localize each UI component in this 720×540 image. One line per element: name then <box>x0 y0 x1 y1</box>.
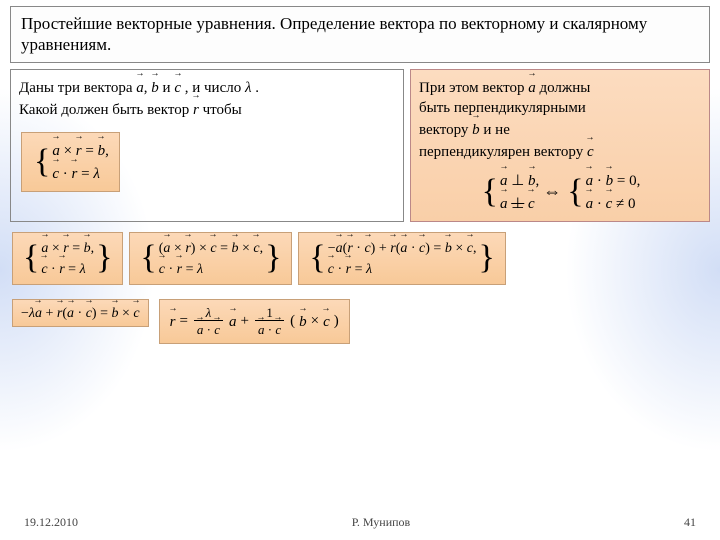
v: a <box>258 321 265 337</box>
lambda: λ <box>245 80 252 96</box>
v: r <box>59 258 64 280</box>
text: вектору <box>419 122 472 138</box>
brace: } <box>265 241 281 275</box>
text: Какой должен быть вектор <box>19 102 193 118</box>
text: должны <box>539 80 590 96</box>
title-box: Простейшие векторные уравнения. Определе… <box>10 6 710 63</box>
brace: } <box>96 241 112 275</box>
v: c <box>133 304 139 322</box>
neq: ≠ <box>616 196 624 212</box>
v: c <box>606 192 613 215</box>
vector-b: b <box>472 118 480 140</box>
v: c <box>52 162 59 185</box>
lam: λ <box>80 262 86 277</box>
problem-statement-box: Даны три вектора a, b и c , и число λ . … <box>10 69 404 222</box>
vector-a: a <box>136 76 144 98</box>
v: a <box>197 321 204 337</box>
text: быть перпендикулярными <box>419 100 586 116</box>
v: c <box>328 258 334 280</box>
v: a <box>400 237 407 259</box>
v: b <box>111 304 118 322</box>
v: r <box>346 258 351 280</box>
v: r <box>57 304 62 322</box>
v: b <box>84 237 91 259</box>
system-2: { (a × r) × c = b × c, c · r = λ } <box>129 232 292 285</box>
lam: λ <box>366 262 372 277</box>
lam: λ <box>197 262 203 277</box>
v: c <box>364 237 370 259</box>
text: Даны три вектора <box>19 80 136 96</box>
two-column-region: Даны три вектора a, b и c , и число λ . … <box>10 69 710 222</box>
v: a <box>229 312 237 331</box>
brace: { <box>309 241 325 275</box>
equation-4: −λa + r(a · c) = b × c <box>12 299 149 327</box>
title-text: Простейшие векторные уравнения. Определе… <box>21 14 647 54</box>
lam: λ <box>93 166 100 182</box>
op: · <box>597 173 602 189</box>
slide-footer: 19.12.2010 Р. Мунипов 41 <box>0 515 720 530</box>
condition-box: При этом вектор a должны быть перпендику… <box>410 69 710 222</box>
v: a <box>35 304 42 322</box>
fraction-2: 1 a · c <box>255 306 284 338</box>
brace: { <box>482 175 498 209</box>
text: . <box>255 80 259 96</box>
text: и не <box>483 122 509 138</box>
brace: { <box>567 175 583 209</box>
v: c <box>467 237 473 259</box>
vector-a: a <box>528 76 536 98</box>
brace: } <box>478 241 494 275</box>
footer-page: 41 <box>684 515 696 530</box>
v: c <box>41 258 47 280</box>
v: b <box>98 139 106 162</box>
v: a <box>586 192 594 215</box>
v: r <box>185 237 190 259</box>
v: b <box>231 237 238 259</box>
vector-b: b <box>151 76 159 98</box>
system-1b: { a × r = b, c · r = λ } <box>12 232 123 285</box>
brace: { <box>23 241 39 275</box>
brace: { <box>140 241 156 275</box>
op: · <box>597 196 602 212</box>
v: a <box>67 304 74 322</box>
text: При этом вектор <box>419 80 528 96</box>
v: r <box>177 258 182 280</box>
equiv-symbol: ⇔ <box>543 179 561 203</box>
v: c <box>419 237 425 259</box>
vector-c: c <box>174 76 181 98</box>
text: перпендикулярен вектору <box>419 144 587 160</box>
v: a <box>336 237 343 259</box>
equivalence-block: { a ⊥ b, a ⊥ c ⇔ { a · b = 0, a · c ≠ 0 <box>419 169 701 215</box>
perp: ⊥ <box>511 173 524 189</box>
v: c <box>86 304 92 322</box>
not-perp: ⊥ <box>511 196 524 212</box>
footer-author: Р. Мунипов <box>352 515 410 530</box>
derivation-row: { a × r = b, c · r = λ } { (a × r) × c =… <box>10 230 710 287</box>
v: c <box>159 258 165 280</box>
text: чтобы <box>203 102 242 118</box>
result-row: −λa + r(a · c) = b × c r = λ a · c a + 1… <box>10 297 710 347</box>
footer-date: 19.12.2010 <box>24 515 78 530</box>
left-brace: { <box>34 145 50 179</box>
v: a <box>500 192 508 215</box>
v: b <box>445 237 452 259</box>
lam: λ <box>206 305 212 320</box>
v: r <box>72 162 78 185</box>
v: c <box>323 312 330 331</box>
v: b <box>299 312 307 331</box>
v: c <box>253 237 259 259</box>
v: c <box>528 192 535 215</box>
system-1: { a × r = b, c · r = λ <box>21 132 120 192</box>
v: c <box>210 237 216 259</box>
vector-r: r <box>193 98 199 120</box>
equation-solution: r = λ a · c a + 1 a · c (b × c) <box>159 299 350 345</box>
fraction-1: λ a · c <box>194 306 223 338</box>
v: c <box>275 321 281 337</box>
text: и <box>163 80 175 96</box>
v: r <box>390 237 395 259</box>
v: c <box>214 321 220 337</box>
system-3: { −a(r · c) + r(a · c) = b × c, c · r = … <box>298 232 505 285</box>
v: r <box>170 312 176 331</box>
op: · <box>63 166 68 182</box>
